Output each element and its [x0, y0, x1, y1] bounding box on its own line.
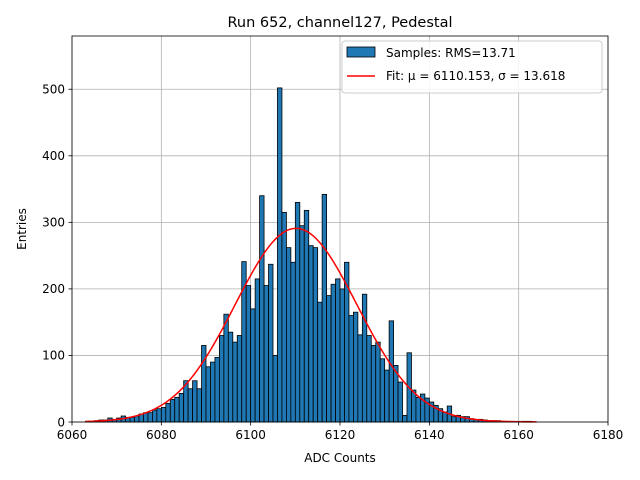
x-tick-label: 6080	[146, 428, 177, 442]
histogram-bar	[335, 278, 341, 423]
legend-label-fit: Fit: μ = 6110.153, σ = 13.618	[386, 69, 565, 83]
x-tick-label: 6100	[235, 428, 266, 442]
histogram-bar	[218, 335, 225, 423]
y-axis-ticks: 0 100 200 300 400 500	[42, 83, 72, 429]
histogram-bar	[205, 366, 211, 423]
histogram-bar	[303, 209, 310, 423]
histogram-bar	[214, 357, 220, 423]
histogram-bar	[308, 245, 314, 423]
x-tick-label: 6160	[503, 428, 534, 442]
histogram-bar	[245, 285, 252, 423]
x-tick-label: 6120	[325, 428, 356, 442]
y-tick-label: 500	[42, 83, 65, 97]
histogram-bar	[129, 416, 135, 423]
histogram-bar	[361, 293, 368, 423]
histogram-bar	[254, 278, 260, 423]
legend-box	[341, 40, 603, 94]
histogram-bar	[236, 335, 243, 423]
histogram-bar	[232, 341, 238, 423]
histogram-bar	[277, 87, 283, 423]
fit-curve	[85, 227, 537, 423]
histogram-bar	[134, 415, 140, 423]
histogram-bar	[299, 225, 305, 423]
histogram-bar	[250, 308, 256, 423]
histogram-bar	[317, 301, 323, 423]
x-axis-ticks: 6060 6080 6100 6120 6140 6160 6180	[57, 422, 624, 442]
histogram-bar	[348, 315, 354, 423]
histogram-bar	[384, 369, 390, 423]
histogram-bar	[156, 408, 162, 423]
histogram-bar	[330, 283, 336, 423]
histogram-bar	[402, 414, 408, 423]
chart-title: Run 652, channel127, Pedestal	[227, 15, 452, 31]
histogram-bar	[147, 412, 153, 423]
histogram-bar	[285, 247, 292, 423]
histogram-bar	[187, 388, 193, 423]
histogram-bar	[370, 345, 377, 423]
histogram-bar	[411, 389, 417, 423]
histogram-bar	[321, 193, 327, 423]
histogram-bar	[352, 311, 359, 423]
y-tick-label: 0	[57, 415, 65, 429]
histogram-bar	[223, 313, 229, 423]
histogram-bar	[451, 416, 457, 423]
histogram-bar	[259, 195, 265, 423]
histogram-bar	[290, 261, 296, 423]
legend: Samples: RMS=13.71 Fit: μ = 6110.153, σ …	[341, 40, 603, 94]
x-axis-label: ADC Counts	[304, 451, 376, 465]
histogram-bar	[268, 263, 274, 423]
histogram-bar	[415, 396, 421, 423]
histogram-bars	[85, 87, 533, 423]
histogram-bar	[165, 402, 171, 423]
histogram-bar	[294, 201, 301, 423]
histogram-bar	[263, 285, 269, 423]
histogram-bar	[388, 320, 394, 423]
histogram-bar	[174, 396, 180, 423]
histogram-bar	[272, 355, 278, 423]
y-tick-label: 200	[42, 282, 65, 296]
histogram-bar	[312, 247, 319, 423]
histogram-bar	[210, 361, 216, 423]
y-tick-label: 100	[42, 349, 65, 363]
legend-label-samples: Samples: RMS=13.71	[386, 46, 516, 60]
x-tick-label: 6060	[57, 428, 88, 442]
y-axis-label: Entries	[15, 208, 29, 250]
histogram-bar	[281, 211, 287, 423]
histogram-bar	[375, 341, 381, 423]
histogram-bar	[326, 295, 332, 423]
histogram-bar	[397, 381, 403, 423]
y-tick-label: 400	[42, 149, 65, 163]
legend-swatch-samples	[346, 46, 376, 58]
histogram-bar	[196, 388, 202, 423]
histogram-bar	[357, 334, 363, 423]
histogram-bar	[227, 331, 234, 423]
y-tick-label: 300	[42, 216, 65, 230]
histogram-bar	[160, 406, 167, 423]
x-tick-label: 6140	[414, 428, 445, 442]
histogram-bar	[379, 358, 386, 423]
x-tick-label: 6180	[593, 428, 624, 442]
histogram-bar	[151, 409, 158, 423]
histogram-bar	[178, 392, 185, 423]
histogram-bar	[339, 288, 345, 423]
histogram-bar	[169, 398, 176, 423]
histogram-bar	[192, 380, 198, 423]
histogram-bar	[366, 335, 372, 423]
